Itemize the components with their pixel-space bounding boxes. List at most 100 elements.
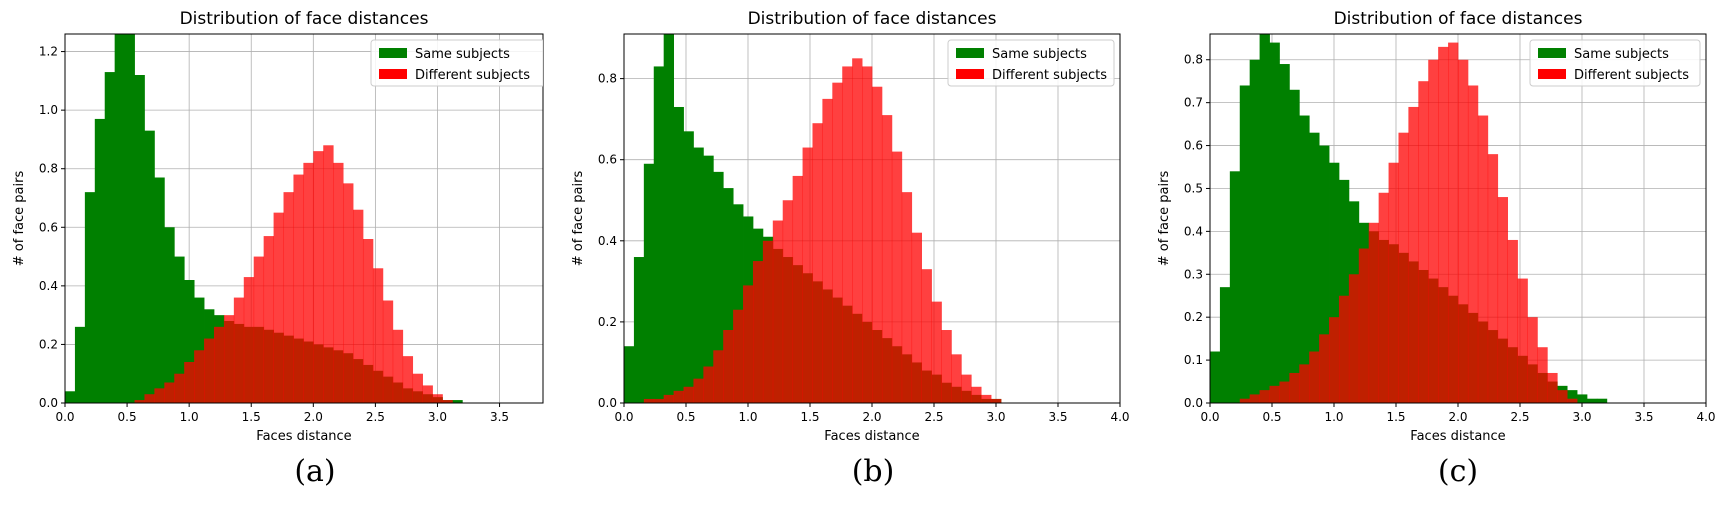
histogram-bar xyxy=(1398,132,1409,403)
series-different-subjects xyxy=(134,145,453,403)
chart-title: Distribution of face distances xyxy=(180,9,429,29)
histogram-bar xyxy=(184,280,195,403)
y-tick-label: 0.4 xyxy=(598,234,617,248)
y-axis-label: # of face pairs xyxy=(571,171,586,267)
legend: Same subjects Different subjects xyxy=(370,39,543,87)
histogram-bar xyxy=(204,338,215,403)
histogram-bar xyxy=(442,400,453,403)
histogram-bar xyxy=(233,297,245,403)
histogram-bar xyxy=(1527,317,1538,403)
y-tick-label: 0.0 xyxy=(598,396,617,410)
histogram-bar xyxy=(124,34,135,403)
histogram-bar xyxy=(432,394,443,403)
histogram-bar xyxy=(1299,115,1310,403)
x-tick-label: 0.0 xyxy=(614,410,633,424)
histogram-bar xyxy=(901,192,913,403)
histogram-bar xyxy=(134,400,145,403)
legend-label: Different subjects xyxy=(992,68,1107,83)
histogram-bar xyxy=(862,66,873,403)
x-tick-label: 0.5 xyxy=(118,410,137,424)
histogram-bar xyxy=(1279,64,1290,403)
x-tick-label: 1.5 xyxy=(800,410,819,424)
legend-swatch xyxy=(1538,48,1566,58)
histogram-bar xyxy=(323,145,334,403)
histogram-bar xyxy=(723,188,734,403)
y-tick-label: 0.8 xyxy=(598,72,617,86)
histogram-bar xyxy=(931,301,942,403)
histogram-bar xyxy=(733,204,744,403)
histogram-bar xyxy=(673,106,684,403)
x-tick-label: 4.0 xyxy=(1110,410,1129,424)
x-tick-label: 3.5 xyxy=(490,410,509,424)
legend: Same subjects Different subjects xyxy=(947,39,1115,87)
histogram-bar xyxy=(1299,364,1310,403)
y-tick-label: 1.0 xyxy=(39,103,58,117)
histogram-bar xyxy=(243,277,255,403)
histogram-bar xyxy=(303,162,314,403)
legend-swatch xyxy=(1538,69,1566,79)
histogram-bar xyxy=(782,200,794,403)
x-axis-label: Faces distance xyxy=(824,429,919,444)
histogram-bar xyxy=(1507,239,1518,403)
histogram-bar xyxy=(154,177,165,403)
histogram-bar xyxy=(1229,171,1241,403)
histogram-bar xyxy=(1418,81,1429,403)
histogram-bar xyxy=(633,257,645,403)
histogram-bar xyxy=(174,373,185,403)
histogram-bar xyxy=(1239,398,1251,403)
histogram-bar xyxy=(713,171,724,403)
legend-label: Different subjects xyxy=(415,68,530,83)
histogram-bar xyxy=(343,183,354,403)
histogram-bar xyxy=(1547,372,1558,403)
histogram-bar xyxy=(134,75,145,403)
x-tick-label: 0.5 xyxy=(1262,410,1281,424)
x-tick-label: 1.0 xyxy=(738,410,757,424)
histogram-bar xyxy=(382,300,394,403)
histogram-bar xyxy=(961,374,972,403)
panel-caption: (c) xyxy=(1438,454,1478,489)
histogram-bar xyxy=(911,232,922,403)
histogram-bar xyxy=(1408,106,1419,403)
y-tick-label: 0.6 xyxy=(598,153,617,167)
series-different-subjects xyxy=(1239,42,1578,403)
x-tick-label: 3.5 xyxy=(1048,410,1067,424)
chart-panel-2: 0.0 0.5 1.0 1.5 2.0 2.5 3.0 3.5 4.0 0.0 0.2 0.4 0.6 0… xyxy=(571,9,1130,489)
x-tick-label: 4.0 xyxy=(1696,410,1715,424)
legend-box xyxy=(370,39,543,87)
histogram-bar xyxy=(653,398,665,403)
histogram-bar xyxy=(1309,132,1320,403)
histogram-bar xyxy=(852,58,863,403)
histogram-bar xyxy=(84,192,96,403)
histogram-bar xyxy=(792,175,803,403)
histogram-bar xyxy=(1368,222,1380,403)
histogram-bar xyxy=(1537,347,1548,403)
x-tick-label: 3.5 xyxy=(1634,410,1653,424)
histogram-bar xyxy=(693,378,704,403)
histogram-bar xyxy=(1249,394,1260,403)
histogram-bar xyxy=(313,151,324,403)
histogram-bar xyxy=(891,151,903,403)
histogram-bar xyxy=(372,268,384,403)
histogram-bar xyxy=(1378,192,1389,403)
histogram-bar xyxy=(164,227,175,403)
histogram-bar xyxy=(184,362,195,403)
histogram-bar xyxy=(713,350,724,403)
x-tick-label: 1.5 xyxy=(1386,410,1405,424)
histogram-bar xyxy=(1448,42,1459,403)
histogram-bar xyxy=(1279,381,1290,403)
histogram-bar xyxy=(65,391,76,403)
histogram-bar xyxy=(392,329,404,403)
histogram-bar xyxy=(1517,278,1528,403)
x-tick-label: 0.0 xyxy=(1200,410,1219,424)
histogram-bar xyxy=(832,82,843,403)
x-tick-label: 3.0 xyxy=(428,410,447,424)
histogram-bar xyxy=(1458,59,1469,403)
legend-box xyxy=(1529,39,1701,87)
histogram-bar xyxy=(1567,398,1578,403)
histogram-bar xyxy=(703,155,714,403)
histogram-bar xyxy=(683,386,694,403)
legend-swatch xyxy=(956,48,984,58)
histogram-bar xyxy=(1358,248,1370,403)
histogram-bar xyxy=(1309,351,1320,403)
